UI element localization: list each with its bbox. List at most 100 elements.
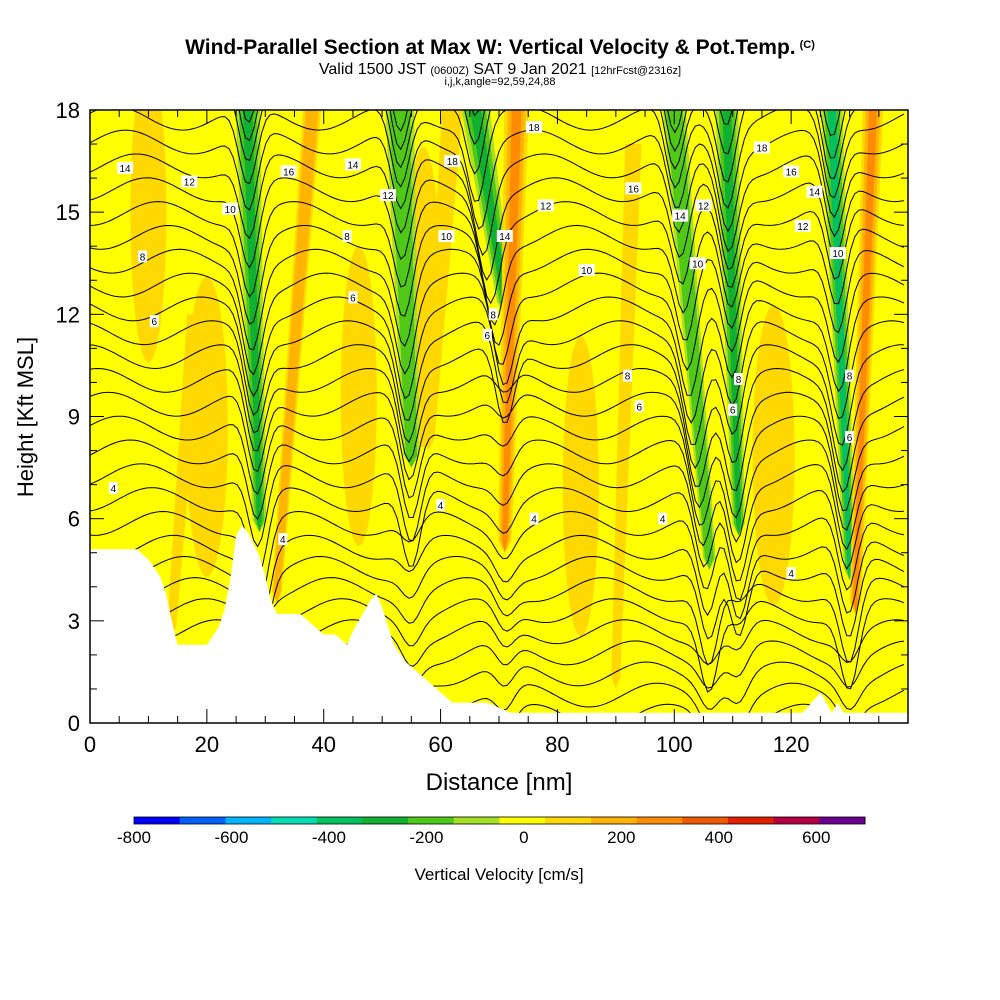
contour-label-bg bbox=[344, 158, 361, 171]
colorbar-tick-label: 400 bbox=[705, 828, 733, 847]
contour-label-bg bbox=[482, 328, 492, 341]
contour-label: 8 bbox=[625, 372, 631, 383]
y-tick-label: 15 bbox=[56, 200, 80, 225]
colorbar-tick-label: 200 bbox=[607, 828, 635, 847]
theta-contour-labels: 14 12 10 16 14 12 18 8 8 10 14 18 12 16 14 12 18 16 14 12 10… bbox=[108, 121, 855, 580]
contour-label-bg bbox=[222, 202, 239, 215]
theta-contour-line bbox=[90, 463, 905, 564]
y-tick-label: 3 bbox=[68, 609, 80, 634]
contour-label: 14 bbox=[499, 232, 511, 243]
theta-contour-line bbox=[90, 415, 905, 519]
contour-label-bg bbox=[734, 373, 744, 386]
contour-label: 8 bbox=[736, 375, 742, 386]
colorbar-tick-label: -200 bbox=[409, 828, 443, 847]
theta-contour-line bbox=[90, 391, 905, 494]
colorbar-segment bbox=[773, 817, 820, 824]
valid-date: SAT 9 Jan 2021 bbox=[473, 61, 587, 78]
contour-label-bg bbox=[529, 512, 539, 525]
contour-label-bg bbox=[379, 189, 396, 202]
descent-band-core bbox=[242, 110, 263, 533]
contour-label-bg bbox=[783, 165, 800, 178]
contour-label: 12 bbox=[382, 191, 394, 202]
contour-label-bg bbox=[753, 141, 770, 154]
colorbar-segment bbox=[453, 817, 500, 824]
contour-label: 16 bbox=[283, 167, 295, 178]
theta-contour-line bbox=[90, 248, 905, 351]
theta-contour-line bbox=[90, 344, 904, 446]
theta-contour-line bbox=[90, 367, 905, 472]
contour-label: 12 bbox=[184, 178, 196, 189]
colorbar-segment bbox=[590, 817, 638, 824]
contour-label-bg bbox=[794, 219, 811, 232]
colorbar-tick-label: -600 bbox=[214, 828, 248, 847]
contour-label-bg bbox=[845, 369, 855, 382]
theta-contour-line bbox=[90, 534, 905, 634]
contour-label-bg bbox=[623, 369, 633, 382]
contour-label-bg bbox=[342, 230, 352, 243]
contour-label-bg bbox=[348, 291, 358, 304]
contour-label-bg bbox=[438, 230, 455, 243]
copyright-mark: (C) bbox=[799, 39, 815, 51]
colorbar: Vertical Velocity [cm/s] -800 -600 -400 -20… bbox=[117, 816, 866, 884]
contour-label-bg bbox=[845, 430, 855, 443]
contour-label: 10 bbox=[832, 249, 844, 260]
contour-label: 10 bbox=[441, 232, 453, 243]
contour-label-bg bbox=[526, 121, 543, 134]
y-tick-label: 9 bbox=[68, 405, 80, 430]
theta-contour-line bbox=[90, 296, 905, 400]
x-tick-label: 60 bbox=[428, 732, 452, 757]
colorbar-segment bbox=[819, 817, 866, 824]
contour-label: 4 bbox=[111, 484, 117, 495]
forecast-info: [12hrFcst@2316z] bbox=[591, 65, 682, 77]
contour-label: 12 bbox=[540, 201, 552, 212]
colorbar-segment bbox=[362, 817, 409, 824]
contour-label: 8 bbox=[490, 310, 496, 321]
contour-label: 12 bbox=[698, 201, 710, 212]
contour-label-bg bbox=[436, 499, 446, 512]
contour-label: 4 bbox=[660, 515, 666, 526]
colorbar-segment bbox=[727, 817, 775, 824]
y-tick-label: 6 bbox=[68, 507, 80, 532]
contour-label: 8 bbox=[847, 372, 853, 383]
contour-label: 4 bbox=[280, 535, 286, 546]
theta-contour-line bbox=[90, 510, 904, 606]
ascent-band-core bbox=[275, 110, 316, 604]
x-tick-label: 80 bbox=[545, 732, 569, 757]
contour-label: 4 bbox=[438, 501, 444, 512]
colorbar-segment bbox=[636, 817, 683, 824]
colorbar-segment bbox=[271, 817, 318, 824]
ascent-band-core bbox=[426, 110, 457, 451]
x-tick-label: 120 bbox=[773, 732, 810, 757]
colorbar-segment bbox=[499, 817, 546, 824]
weak-ascent-region bbox=[752, 305, 795, 606]
x-tick-label: 0 bbox=[84, 732, 96, 757]
valid-time: Valid 1500 JST bbox=[318, 61, 426, 78]
colorbar-segment bbox=[225, 817, 272, 824]
contour-label: 6 bbox=[847, 433, 853, 444]
theta-contour-line bbox=[90, 598, 905, 693]
theta-contour-line bbox=[90, 177, 904, 281]
y-tick-label: 12 bbox=[56, 302, 80, 327]
colorbar-tick-label: 0 bbox=[519, 828, 528, 847]
contour-label-bg bbox=[786, 567, 796, 580]
contour-label-bg bbox=[117, 161, 134, 174]
theta-contour-line bbox=[90, 320, 905, 424]
contour-label: 12 bbox=[797, 222, 809, 233]
theta-contour-line bbox=[90, 110, 905, 209]
theta-contour-line bbox=[90, 555, 905, 658]
contour-label: 4 bbox=[531, 515, 537, 526]
contour-label: 14 bbox=[809, 188, 821, 199]
terrain-mask bbox=[90, 525, 908, 723]
colorbar-segment bbox=[545, 817, 592, 824]
axes: Distance [nm] Height [Kft MSL] 0 20 40 60 80… bbox=[13, 98, 908, 796]
contour-label-bg bbox=[278, 533, 288, 546]
contour-label: 6 bbox=[485, 331, 491, 342]
colorbar-segment bbox=[682, 817, 729, 824]
contour-label-bg bbox=[829, 247, 846, 260]
contour-label: 6 bbox=[151, 317, 157, 328]
contour-label-bg bbox=[672, 209, 689, 222]
contour-label: 14 bbox=[347, 160, 359, 171]
colorbar-segment bbox=[179, 817, 226, 824]
colorbar-border bbox=[133, 816, 866, 825]
